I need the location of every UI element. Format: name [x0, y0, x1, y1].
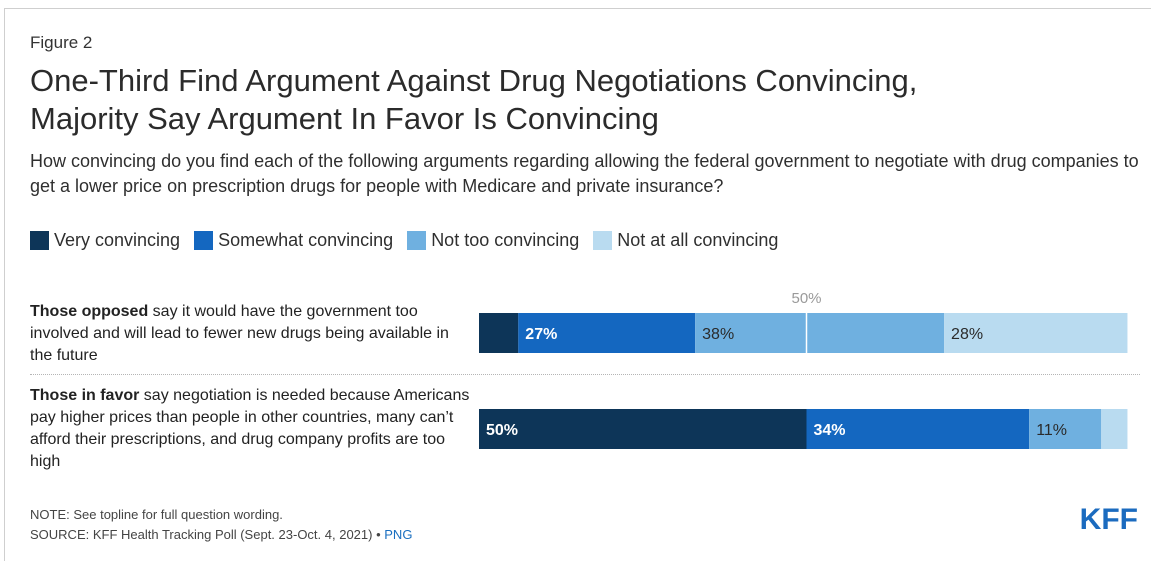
data-label: 27% [525, 326, 557, 343]
chart-title: One-Third Find Argument Against Drug Neg… [30, 62, 1130, 138]
reference-line-label: 50% [791, 290, 821, 307]
legend-label-not-too: Not too convincing [431, 229, 580, 250]
row-label-text: say it would have the government too inv… [30, 303, 449, 364]
legend-swatch-very [30, 230, 49, 250]
source-label: SOURCE: KFF Health Tracking Poll (Sept. … [30, 527, 381, 542]
source-text: SOURCE: KFF Health Tracking Poll (Sept. … [30, 525, 412, 545]
figure-frame [4, 8, 1151, 561]
data-label: 38% [702, 326, 734, 343]
kff-logo: KFF [1079, 503, 1138, 536]
bar-segment-not-at-all [1101, 409, 1128, 449]
legend-label-somewhat: Somewhat convincing [218, 229, 394, 250]
png-link[interactable]: PNG [384, 527, 413, 542]
legend-swatch-not-too [407, 230, 427, 250]
legend-swatch-not-at-all [593, 230, 613, 250]
footnote: NOTE: See topline for full question word… [30, 505, 412, 545]
chart-subtitle: How convincing do you find each of the f… [30, 151, 1139, 196]
legend-label-not-at-all: Not at all convincing [617, 229, 779, 250]
legend-swatch-somewhat [194, 230, 214, 250]
row-label-bold: Those in favor [30, 387, 140, 404]
row-label-bold: Those opposed [30, 303, 149, 320]
bar-segment-somewhat [806, 409, 1030, 449]
figure-label: Figure 2 [30, 33, 93, 52]
title-line-2: Majority Say Argument In Favor Is Convin… [30, 101, 659, 136]
legend-item-not-too: Not too convincing [407, 230, 579, 251]
bar-segment-very [479, 409, 807, 449]
bar-segment-very [479, 313, 519, 353]
bar-segment-somewhat [518, 313, 696, 353]
legend-item-not-at-all: Not at all convincing [593, 230, 778, 251]
legend-label-very: Very convincing [54, 229, 181, 250]
data-label: 34% [814, 422, 846, 439]
legend-item-very: Very convincing [30, 230, 180, 251]
note-text: NOTE: See topline for full question word… [30, 507, 283, 522]
row-label-text: say negotiation is needed because Americ… [30, 387, 470, 470]
data-label: 28% [951, 326, 983, 343]
bar-segment-not-at-all [944, 313, 1128, 353]
title-line-1: One-Third Find Argument Against Drug Neg… [30, 63, 918, 98]
legend: Very convincing Somewhat convincing Not … [30, 228, 792, 252]
data-label: 50% [486, 422, 518, 439]
bar-segment-not-too [1029, 409, 1102, 449]
bar-segment-not-too [695, 313, 945, 353]
data-label: 11% [1036, 422, 1067, 439]
row-label-opposed: Those opposed say it would have the gove… [30, 301, 470, 367]
legend-item-somewhat: Somewhat convincing [194, 230, 393, 251]
row-label-favor: Those in favor say negotiation is needed… [30, 385, 470, 473]
row-separator [30, 374, 1140, 375]
